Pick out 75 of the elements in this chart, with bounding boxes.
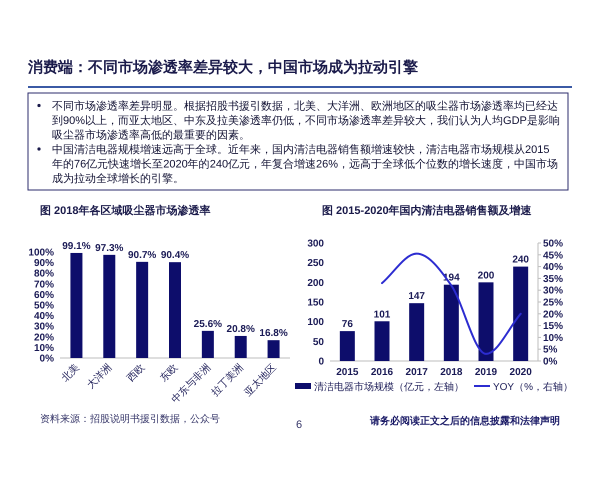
bar	[70, 252, 82, 358]
x-tick-label: 西欧	[125, 362, 148, 384]
y-tick-label: 50%	[34, 300, 54, 312]
data-label: 25.6%	[194, 318, 222, 330]
x-tick-label: 北美	[58, 362, 82, 384]
data-label: 76	[342, 319, 354, 330]
y-tick-label: 150	[307, 298, 324, 308]
x-tick-label: 东欧	[157, 362, 180, 384]
bar	[103, 254, 116, 358]
x-tick-label: 2016	[370, 367, 394, 378]
bar	[444, 284, 459, 361]
bar	[268, 340, 280, 358]
y-tick-label: 0	[318, 356, 324, 368]
y-tick-label: 250	[307, 258, 324, 270]
bar	[136, 262, 148, 358]
y2-tick-label: 15%	[543, 321, 564, 332]
y2-tick-label: 50%	[543, 238, 564, 250]
bar	[374, 321, 390, 361]
y-tick-label: 60%	[34, 290, 54, 301]
y-tick-label: 20%	[34, 332, 54, 344]
y-tick-label: 90%	[34, 258, 54, 270]
data-label: 200	[478, 270, 495, 282]
x-tick-label: 亚太地区	[242, 362, 279, 398]
text: 不同市场渗透率差异明显。根据招股书援引数据，北美、大洋洲、欧洲地区的吸尘器市场渗透率均已经达到90%以上，而亚太地区、中东及拉美渗透率仍低，不同市场渗透率差异较大，我们认为人均GDP是影响吸尘器市场渗透率高低的最重要的因素。	[52, 100, 560, 142]
x-tick-label: 2018	[440, 367, 463, 378]
y2-tick-label: 45%	[543, 250, 564, 262]
y-tick-label: 100	[307, 317, 324, 328]
y2-tick-label: 20%	[543, 309, 564, 320]
data-label: 90.4%	[160, 250, 190, 262]
y-tick-label: 70%	[34, 279, 54, 290]
text: 6	[296, 419, 302, 431]
y2-tick-label: 0%	[543, 356, 558, 368]
bar	[340, 331, 355, 361]
data-label: 101	[374, 309, 391, 320]
bar	[409, 303, 424, 361]
x-tick-label: 2019	[474, 367, 498, 378]
y2-tick-label: 5%	[543, 344, 558, 356]
text: 消费端：不同市场渗透率差异较大，中国市场成为拉动引擎	[27, 58, 419, 76]
bar	[202, 330, 214, 358]
x-tick-label: 2015	[336, 367, 359, 378]
y-tick-label: 30%	[34, 322, 54, 333]
y2-tick-label: 35%	[543, 274, 564, 285]
y-tick-label: 40%	[34, 311, 54, 322]
y2-tick-label: 10%	[543, 332, 564, 344]
x-tick-label: 2020	[510, 367, 532, 378]
bar	[478, 282, 494, 361]
data-label: 240	[512, 254, 530, 266]
y-tick-label: 50	[312, 336, 324, 348]
x-tick-label: 2017	[406, 367, 428, 378]
text: 中国清洁电器规模增速远高于全球。近年来，国内清洁电器销售额增速较快，清洁电器市场规模从2015年的76亿元快速增长至2020年的240亿元，年复合增速26%，远高于全球低个位数的增长速度，中国市场成为拉动全球增长的引擎。	[52, 143, 558, 185]
data-label: 99.1%	[62, 240, 91, 252]
bar	[234, 336, 247, 358]
y-tick-label: 0%	[40, 354, 54, 364]
x-tick-label: 大洋洲	[84, 362, 114, 392]
y2-tick-label: 30%	[543, 286, 564, 297]
bar	[513, 266, 528, 361]
data-label: 16.8%	[259, 328, 288, 340]
data-label: 90.7%	[128, 250, 156, 261]
legend-label: 清洁电器市场规模（亿元，左轴）	[314, 381, 464, 393]
bar	[169, 262, 181, 358]
chart-title: 图 2018年各区域吸尘器市场渗透率	[40, 204, 211, 217]
y-tick-label: 300	[307, 238, 324, 250]
y2-tick-label: 25%	[543, 298, 564, 308]
legend-label: YOY（%，右轴）	[492, 381, 574, 393]
text: 请务必阅读正文之后的信息披露和法律声明	[369, 415, 560, 427]
y2-tick-label: 40%	[543, 262, 564, 274]
text: 资料来源：招股说明书援引数据，公众号	[40, 413, 220, 425]
data-label: 147	[408, 291, 426, 302]
chart-title: 图 2015-2020年国内清洁电器销售额及增速	[322, 204, 533, 217]
data-label: 20.8%	[226, 324, 255, 335]
y-tick-label: 80%	[34, 268, 54, 280]
y-tick-label: 100%	[28, 248, 54, 258]
y-tick-label: 200	[307, 278, 324, 289]
y-tick-label: 10%	[34, 342, 54, 354]
data-label: 97.3%	[95, 242, 124, 254]
